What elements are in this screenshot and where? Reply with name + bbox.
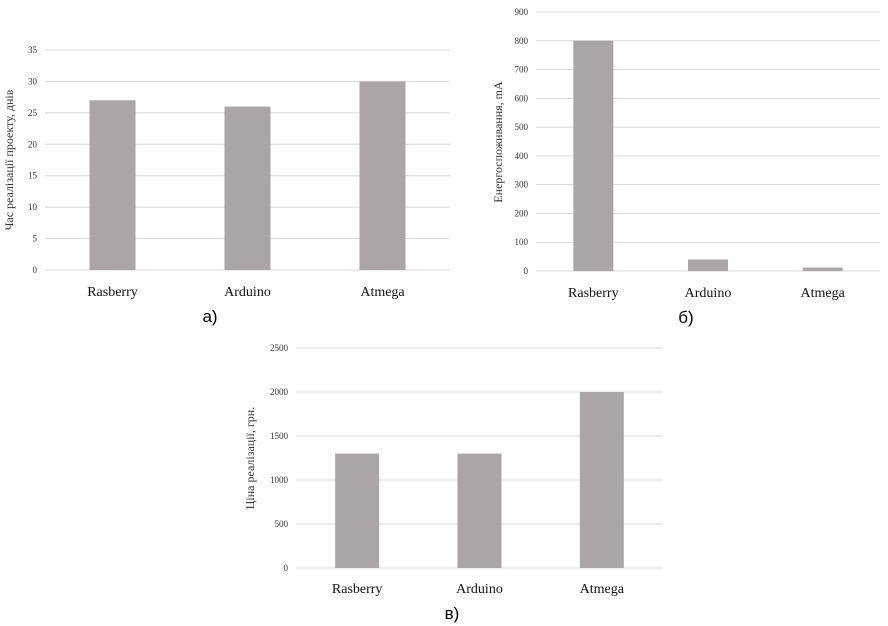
bar-arduino — [688, 259, 728, 271]
y-tick-label: 900 — [515, 7, 529, 17]
y-tick-label: 15 — [28, 171, 38, 181]
y-tick-label: 10 — [28, 202, 38, 212]
bar-rasberry — [90, 100, 136, 270]
y-tick-label: 700 — [515, 65, 529, 75]
y-tick-label: 500 — [275, 519, 289, 529]
category-label: Rasberry — [87, 285, 138, 300]
panel-label: б) — [678, 308, 693, 327]
chart-b: 0 100 200 300 400 500 600 700 800 900 Rasberry Ardu… — [491, 7, 880, 327]
bar-atmega — [580, 392, 624, 568]
y-tick-label: 35 — [28, 45, 38, 55]
bar-atmega — [360, 81, 406, 270]
category-label: Rasberry — [568, 286, 619, 301]
y-tick-label: 600 — [515, 93, 529, 103]
y-tick-label: 400 — [515, 151, 529, 161]
y-axis-label: Енергоспоживання, mA — [491, 81, 505, 203]
panel-label: а) — [202, 307, 217, 326]
y-tick-label: 500 — [515, 122, 529, 132]
bar-arduino — [225, 107, 271, 270]
category-label: Rasberry — [332, 582, 383, 597]
category-label: Atmega — [580, 582, 625, 597]
bar-atmega — [803, 268, 843, 271]
panel-label: в) — [445, 604, 460, 623]
bar-arduino — [458, 454, 502, 568]
y-axis-label: Ціна реалізації, грн. — [243, 407, 257, 509]
bar-rasberry — [335, 454, 379, 568]
y-tick-label: 0 — [284, 563, 289, 573]
y-tick-label: 30 — [28, 76, 38, 86]
y-tick-label: 200 — [515, 208, 529, 218]
y-axis-label: Час реалізації проекту, днів — [2, 89, 16, 230]
y-tick-label: 0 — [524, 266, 529, 276]
y-tick-label: 5 — [33, 234, 38, 244]
chart-a: 0 5 10 15 20 25 30 35 Rasberry Arduino Atmega Час р… — [2, 45, 450, 326]
y-tick-label: 300 — [515, 180, 529, 190]
y-tick-label: 2500 — [270, 343, 289, 353]
y-tick-label: 25 — [28, 108, 38, 118]
y-tick-label: 20 — [28, 139, 38, 149]
y-tick-label: 1000 — [270, 475, 289, 485]
category-label: Atmega — [360, 285, 405, 300]
y-tick-label: 1500 — [270, 431, 289, 441]
category-label: Arduino — [685, 286, 732, 301]
category-label: Arduino — [456, 582, 503, 597]
category-label: Atmega — [801, 286, 846, 301]
chart-v: 0 500 1000 1500 2000 2500 Rasberry Arduino Atmeg… — [243, 343, 663, 623]
y-tick-label: 800 — [515, 36, 529, 46]
y-tick-label: 100 — [515, 237, 529, 247]
y-tick-label: 2000 — [270, 387, 289, 397]
y-tick-label: 0 — [33, 265, 38, 275]
bar-rasberry — [573, 41, 613, 271]
category-label: Arduino — [224, 285, 271, 300]
